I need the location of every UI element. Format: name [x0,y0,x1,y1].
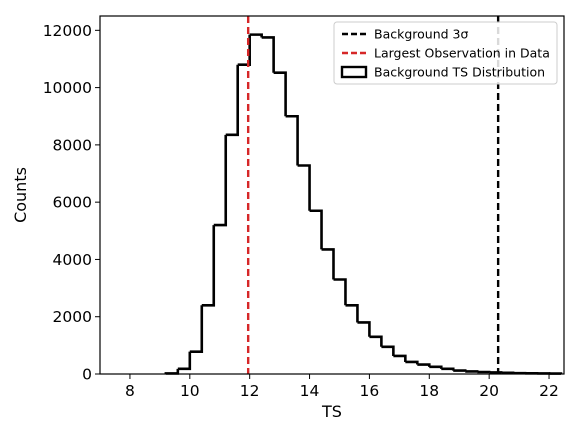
histogram-bin [249,33,263,38]
histogram-bin [309,209,323,250]
histogram-bin [453,369,467,372]
y-tick-label: 2000 [53,308,92,326]
histogram-bin [213,134,228,227]
x-axis-label: TS [321,402,342,421]
histogram-bin [393,354,407,362]
histogram-bin [189,305,204,353]
histogram-bin [441,367,455,371]
x-tick-label: 20 [479,382,499,400]
y-tick-label: 6000 [53,194,92,212]
legend-entry: Background TS Distribution [340,65,545,80]
legend-label: Background TS Distribution [374,65,545,80]
histogram-bin [381,345,395,356]
x-tick-label: 16 [360,382,380,400]
histogram-step-series [164,33,563,375]
y-tick-label: 10000 [43,79,92,97]
histogram-bin [261,36,275,73]
histogram-bin [345,303,359,323]
legend-label: Largest Observation in Data [374,46,550,61]
histogram-bin [357,321,371,337]
x-tick-label: 14 [300,382,320,400]
histogram-bin [225,64,240,137]
histogram-bin [333,278,347,306]
histogram-bin [321,248,335,280]
y-tick-label: 8000 [53,136,92,154]
x-tick-label: 10 [180,382,200,400]
histogram-bin [285,114,299,166]
histogram-bin [405,360,419,365]
x-axis-ticks: 8 10 12 14 16 18 20 22 [125,374,559,400]
x-tick-label: 8 [125,382,135,400]
legend-swatch-box [340,65,368,79]
legend-label: Background 3σ [374,27,468,42]
histogram-bin [297,164,311,211]
histogram-bin [465,370,479,373]
legend-entry: Background 3σ [342,27,468,42]
histogram-bin [177,351,192,371]
y-tick-label: 0 [82,366,92,384]
legend: Background 3σ Largest Observation in Data… [333,21,558,85]
histogram-bin [273,71,287,117]
histogram-bin [429,365,443,369]
y-axis-ticks: 0 2000 4000 6000 8000 10000 12000 [43,22,100,384]
histogram-bin [201,225,216,307]
histogram-bin [369,335,383,347]
histogram-bin [164,368,180,375]
plot-frame [99,15,565,375]
y-tick-label: 12000 [43,22,92,40]
x-tick-label: 12 [240,382,260,400]
x-tick-label: 18 [419,382,439,400]
legend-box [333,21,558,85]
histogram-bin [237,34,251,66]
histogram-bin [417,363,431,367]
legend-entry: Largest Observation in Data [342,46,550,61]
x-tick-label: 22 [539,382,559,400]
y-axis-label: Counts [11,167,30,223]
y-tick-label: 4000 [53,251,92,269]
